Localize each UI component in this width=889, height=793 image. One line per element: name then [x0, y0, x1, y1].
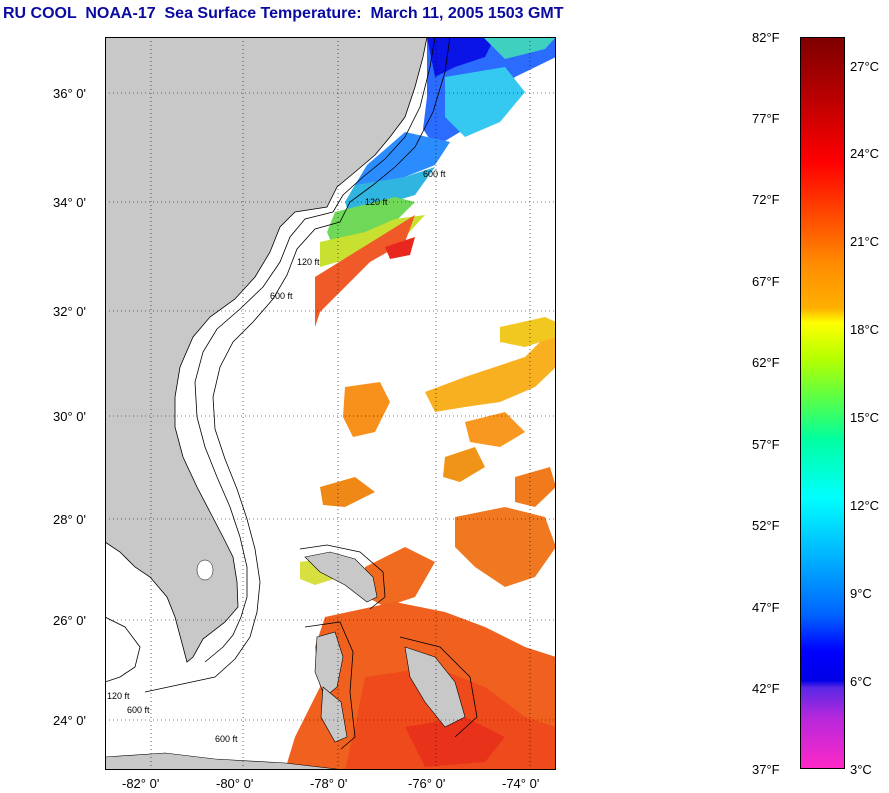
- colorbar-c-label: 18°C: [850, 322, 880, 337]
- sst-patch: [425, 327, 556, 412]
- colorbar-f-label: 62°F: [752, 355, 780, 370]
- colorbar-f-label: 82°F: [752, 30, 780, 45]
- colorbar-c-label: 15°C: [850, 410, 880, 425]
- sst-patch: [327, 197, 415, 247]
- sst-patches: [285, 37, 556, 770]
- colorbar-f-label: 52°F: [752, 518, 780, 533]
- colorbar: [800, 37, 845, 769]
- map-border: [105, 37, 556, 770]
- sst-patch: [455, 507, 556, 587]
- colorbar-f-label: 42°F: [752, 681, 780, 696]
- sst-patch: [315, 215, 415, 327]
- bahamas: [304, 551, 466, 743]
- sst-patch: [405, 717, 505, 767]
- sst-patch: [443, 447, 485, 482]
- sst-patch: [365, 547, 435, 607]
- colorbar-f-label: 37°F: [752, 762, 780, 777]
- lon-label: -82° 0': [122, 776, 160, 791]
- land-mass: [105, 37, 428, 663]
- colorbar-c-label: 9°C: [850, 586, 872, 601]
- isobath-label: 600 ft: [215, 734, 238, 744]
- colorbar-f-label: 47°F: [752, 600, 780, 615]
- sst-patch: [343, 382, 390, 437]
- isobath-label: 120 ft: [365, 197, 388, 207]
- lon-label: -80° 0': [216, 776, 254, 791]
- sst-patch: [445, 67, 525, 137]
- page-title: RU COOL NOAA-17 Sea Surface Temperature:…: [3, 5, 564, 22]
- lat-label: 28° 0': [53, 512, 86, 527]
- sst-patch: [465, 412, 525, 447]
- sst-patch: [385, 237, 415, 259]
- colorbar-c-label: 27°C: [850, 59, 880, 74]
- lat-label: 30° 0': [53, 409, 86, 424]
- colorbar-c-label: 24°C: [850, 146, 880, 161]
- lon-label: -74° 0': [502, 776, 540, 791]
- sst-patch: [483, 37, 556, 59]
- lat-label: 32° 0': [53, 304, 86, 319]
- lake: [196, 559, 214, 581]
- isobath-label: 600 ft: [423, 169, 446, 179]
- isobath-label: 600 ft: [127, 705, 150, 715]
- lon-label: -78° 0': [310, 776, 348, 791]
- lat-label: 34° 0': [53, 195, 86, 210]
- colorbar-c-label: 3°C: [850, 762, 872, 777]
- colorbar-f-label: 72°F: [752, 192, 780, 207]
- colorbar-c-label: 6°C: [850, 674, 872, 689]
- sst-patch: [515, 467, 556, 507]
- sst-patch: [500, 317, 556, 347]
- colorbar-c-label: 21°C: [850, 234, 880, 249]
- lon-label: -76° 0': [408, 776, 446, 791]
- sst-map[interactable]: 120 ft 600 ft 120 ft 600 ft 120 ft 600 f…: [105, 37, 556, 770]
- colorbar-f-label: 57°F: [752, 437, 780, 452]
- sst-patch: [320, 477, 375, 507]
- lat-label: 24° 0': [53, 713, 86, 728]
- lat-label: 36° 0': [53, 86, 86, 101]
- land-mass: [105, 752, 346, 770]
- colorbar-f-label: 67°F: [752, 274, 780, 289]
- lat-label: 26° 0': [53, 613, 86, 628]
- isobath-contours: [105, 37, 478, 750]
- isobath-label: 120 ft: [107, 691, 130, 701]
- isobath-label: 600 ft: [270, 291, 293, 301]
- sst-patch: [427, 37, 495, 77]
- colorbar-c-label: 12°C: [850, 498, 880, 513]
- colorbar-f-label: 77°F: [752, 111, 780, 126]
- isobath-label: 120 ft: [297, 257, 320, 267]
